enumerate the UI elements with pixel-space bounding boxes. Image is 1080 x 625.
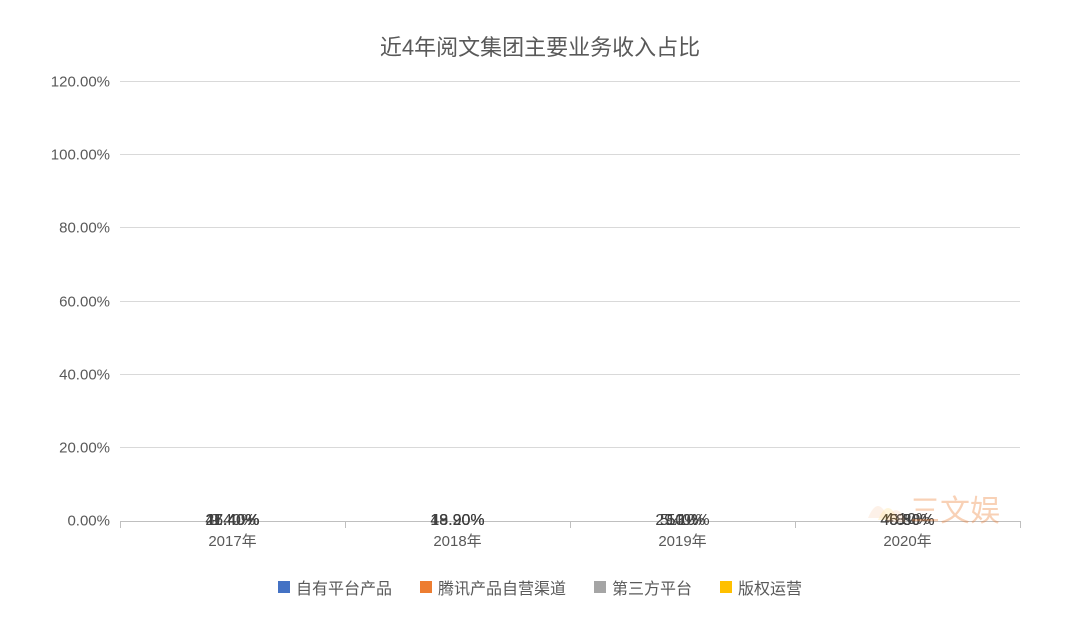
chart-title: 近4年阅文集团主要业务收入占比 — [40, 30, 1040, 62]
legend-label: 版权运营 — [738, 575, 802, 599]
y-tick-label: 120.00% — [51, 74, 120, 91]
segment-label: 9.40% — [210, 512, 255, 530]
legend-item: 版权运营 — [720, 575, 802, 599]
y-tick-label: 60.00% — [59, 293, 120, 310]
x-axis-label: 2017年 — [152, 530, 314, 551]
gridline: 20.00% — [120, 447, 1020, 448]
bars-row: 47.40%26.40%11.40%9.40%43.90%18.90%13.20… — [120, 82, 1020, 521]
legend-label: 第三方平台 — [612, 575, 692, 599]
segment-label: 53% — [666, 512, 698, 530]
x-axis-label: 2020年 — [827, 530, 989, 551]
legend-item: 自有平台产品 — [278, 575, 392, 599]
gridline: 100.00% — [120, 154, 1020, 155]
x-tick — [1020, 521, 1021, 528]
legend: 自有平台产品 腾讯产品自营渠道 第三方平台 版权运营 — [40, 575, 1040, 599]
legend-swatch — [594, 581, 606, 593]
x-axis-label: 2018年 — [377, 530, 539, 551]
x-axis-labels: 2017年 2018年 2019年 2020年 — [120, 530, 1020, 551]
x-tick — [120, 521, 121, 528]
y-tick-label: 100.00% — [51, 147, 120, 164]
gridline: 120.00% — [120, 81, 1020, 82]
legend-item: 腾讯产品自营渠道 — [420, 575, 566, 599]
x-axis-label: 2019年 — [602, 530, 764, 551]
legend-label: 自有平台产品 — [296, 575, 392, 599]
plot-area: 47.40%26.40%11.40%9.40%43.90%18.90%13.20… — [120, 82, 1020, 522]
segment-label: 40.50% — [880, 512, 934, 530]
legend-label: 腾讯产品自营渠道 — [438, 575, 566, 599]
segment-label: 19.90% — [430, 512, 484, 530]
x-tick — [345, 521, 346, 528]
legend-swatch — [420, 581, 432, 593]
gridline: 40.00% — [120, 374, 1020, 375]
x-tick — [570, 521, 571, 528]
y-tick-label: 0.00% — [67, 513, 120, 530]
y-tick-label: 40.00% — [59, 366, 120, 383]
y-tick-label: 20.00% — [59, 439, 120, 456]
chart-container: 近4年阅文集团主要业务收入占比 47.40%26.40%11.40%9.40%4… — [0, 0, 1080, 625]
x-tick — [795, 521, 796, 528]
legend-item: 第三方平台 — [594, 575, 692, 599]
legend-swatch — [720, 581, 732, 593]
y-tick-label: 80.00% — [59, 220, 120, 237]
legend-swatch — [278, 581, 290, 593]
gridline: 60.00% — [120, 301, 1020, 302]
gridline: 80.00% — [120, 227, 1020, 228]
